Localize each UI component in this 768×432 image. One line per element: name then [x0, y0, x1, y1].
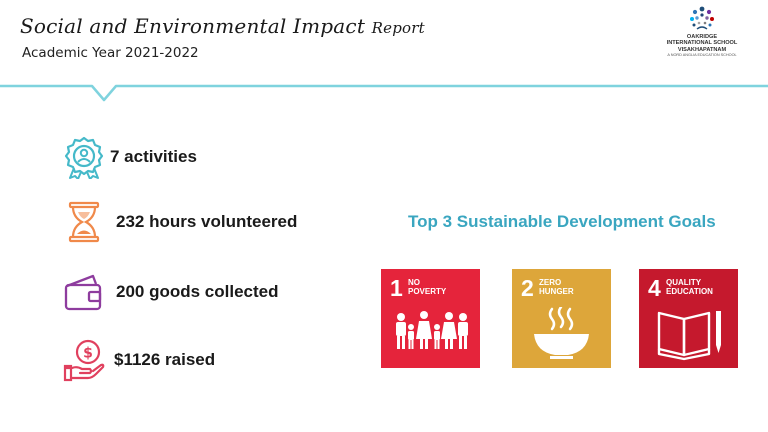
svg-text:$: $	[83, 346, 93, 362]
stat-raised: $ $1126 raised	[62, 338, 215, 382]
logo-line-3: VISAKHAPATNAM	[677, 46, 727, 53]
sdg-tile-no-poverty: 1 NO POVERTY	[381, 269, 480, 368]
academic-year: Academic Year 2021-2022	[22, 45, 199, 61]
stat-label: 200 goods collected	[116, 282, 279, 301]
school-emblem-icon	[690, 6, 714, 30]
stat-goods: 200 goods collected	[62, 270, 279, 314]
sdg-heading: Top 3 Sustainable Development Goals	[408, 212, 716, 231]
stat-label: 232 hours volunteered	[116, 212, 298, 231]
hand-coin-icon: $	[63, 339, 105, 382]
sdg-label: QUALITY EDUCATION	[666, 278, 713, 296]
sdg-tile-quality-education: 4 QUALITY EDUCATION	[639, 269, 738, 368]
report-title-main: Social and Environmental Impact	[20, 14, 366, 38]
sdg-tile-zero-hunger: 2 ZERO HUNGER	[512, 269, 611, 368]
report-title-suffix: Report	[371, 19, 425, 37]
sdg-number: 1	[390, 275, 403, 301]
sdg-number: 2	[521, 275, 534, 301]
sdg-number: 4	[648, 275, 661, 301]
report-title: Social and Environmental Impact Report	[20, 14, 425, 38]
logo-line-4: A NORD ANGLIA EDUCATION SCHOOL	[667, 53, 737, 58]
stat-label: $1126 raised	[114, 350, 216, 369]
sdg-label: ZERO HUNGER	[539, 278, 574, 296]
stat-label: 7 activities	[110, 147, 197, 166]
sdg-label: NO POVERTY	[408, 278, 447, 296]
award-ribbon-icon	[64, 136, 104, 179]
logo-line-1: OAKRIDGE	[686, 34, 718, 40]
bowl-icon	[534, 307, 589, 359]
hourglass-icon	[68, 201, 100, 243]
stat-activities: 7 activities	[62, 135, 197, 179]
stat-hours: 232 hours volunteered	[62, 200, 297, 244]
logo-line-2: INTERNATIONAL SCHOOL	[666, 40, 738, 47]
book-pencil-icon	[657, 311, 721, 361]
header-divider	[0, 84, 768, 102]
wallet-icon	[64, 274, 102, 311]
family-icon	[396, 311, 468, 349]
school-logo: OAKRIDGE INTERNATIONAL SCHOOL VISAKHAPAT…	[656, 4, 748, 66]
